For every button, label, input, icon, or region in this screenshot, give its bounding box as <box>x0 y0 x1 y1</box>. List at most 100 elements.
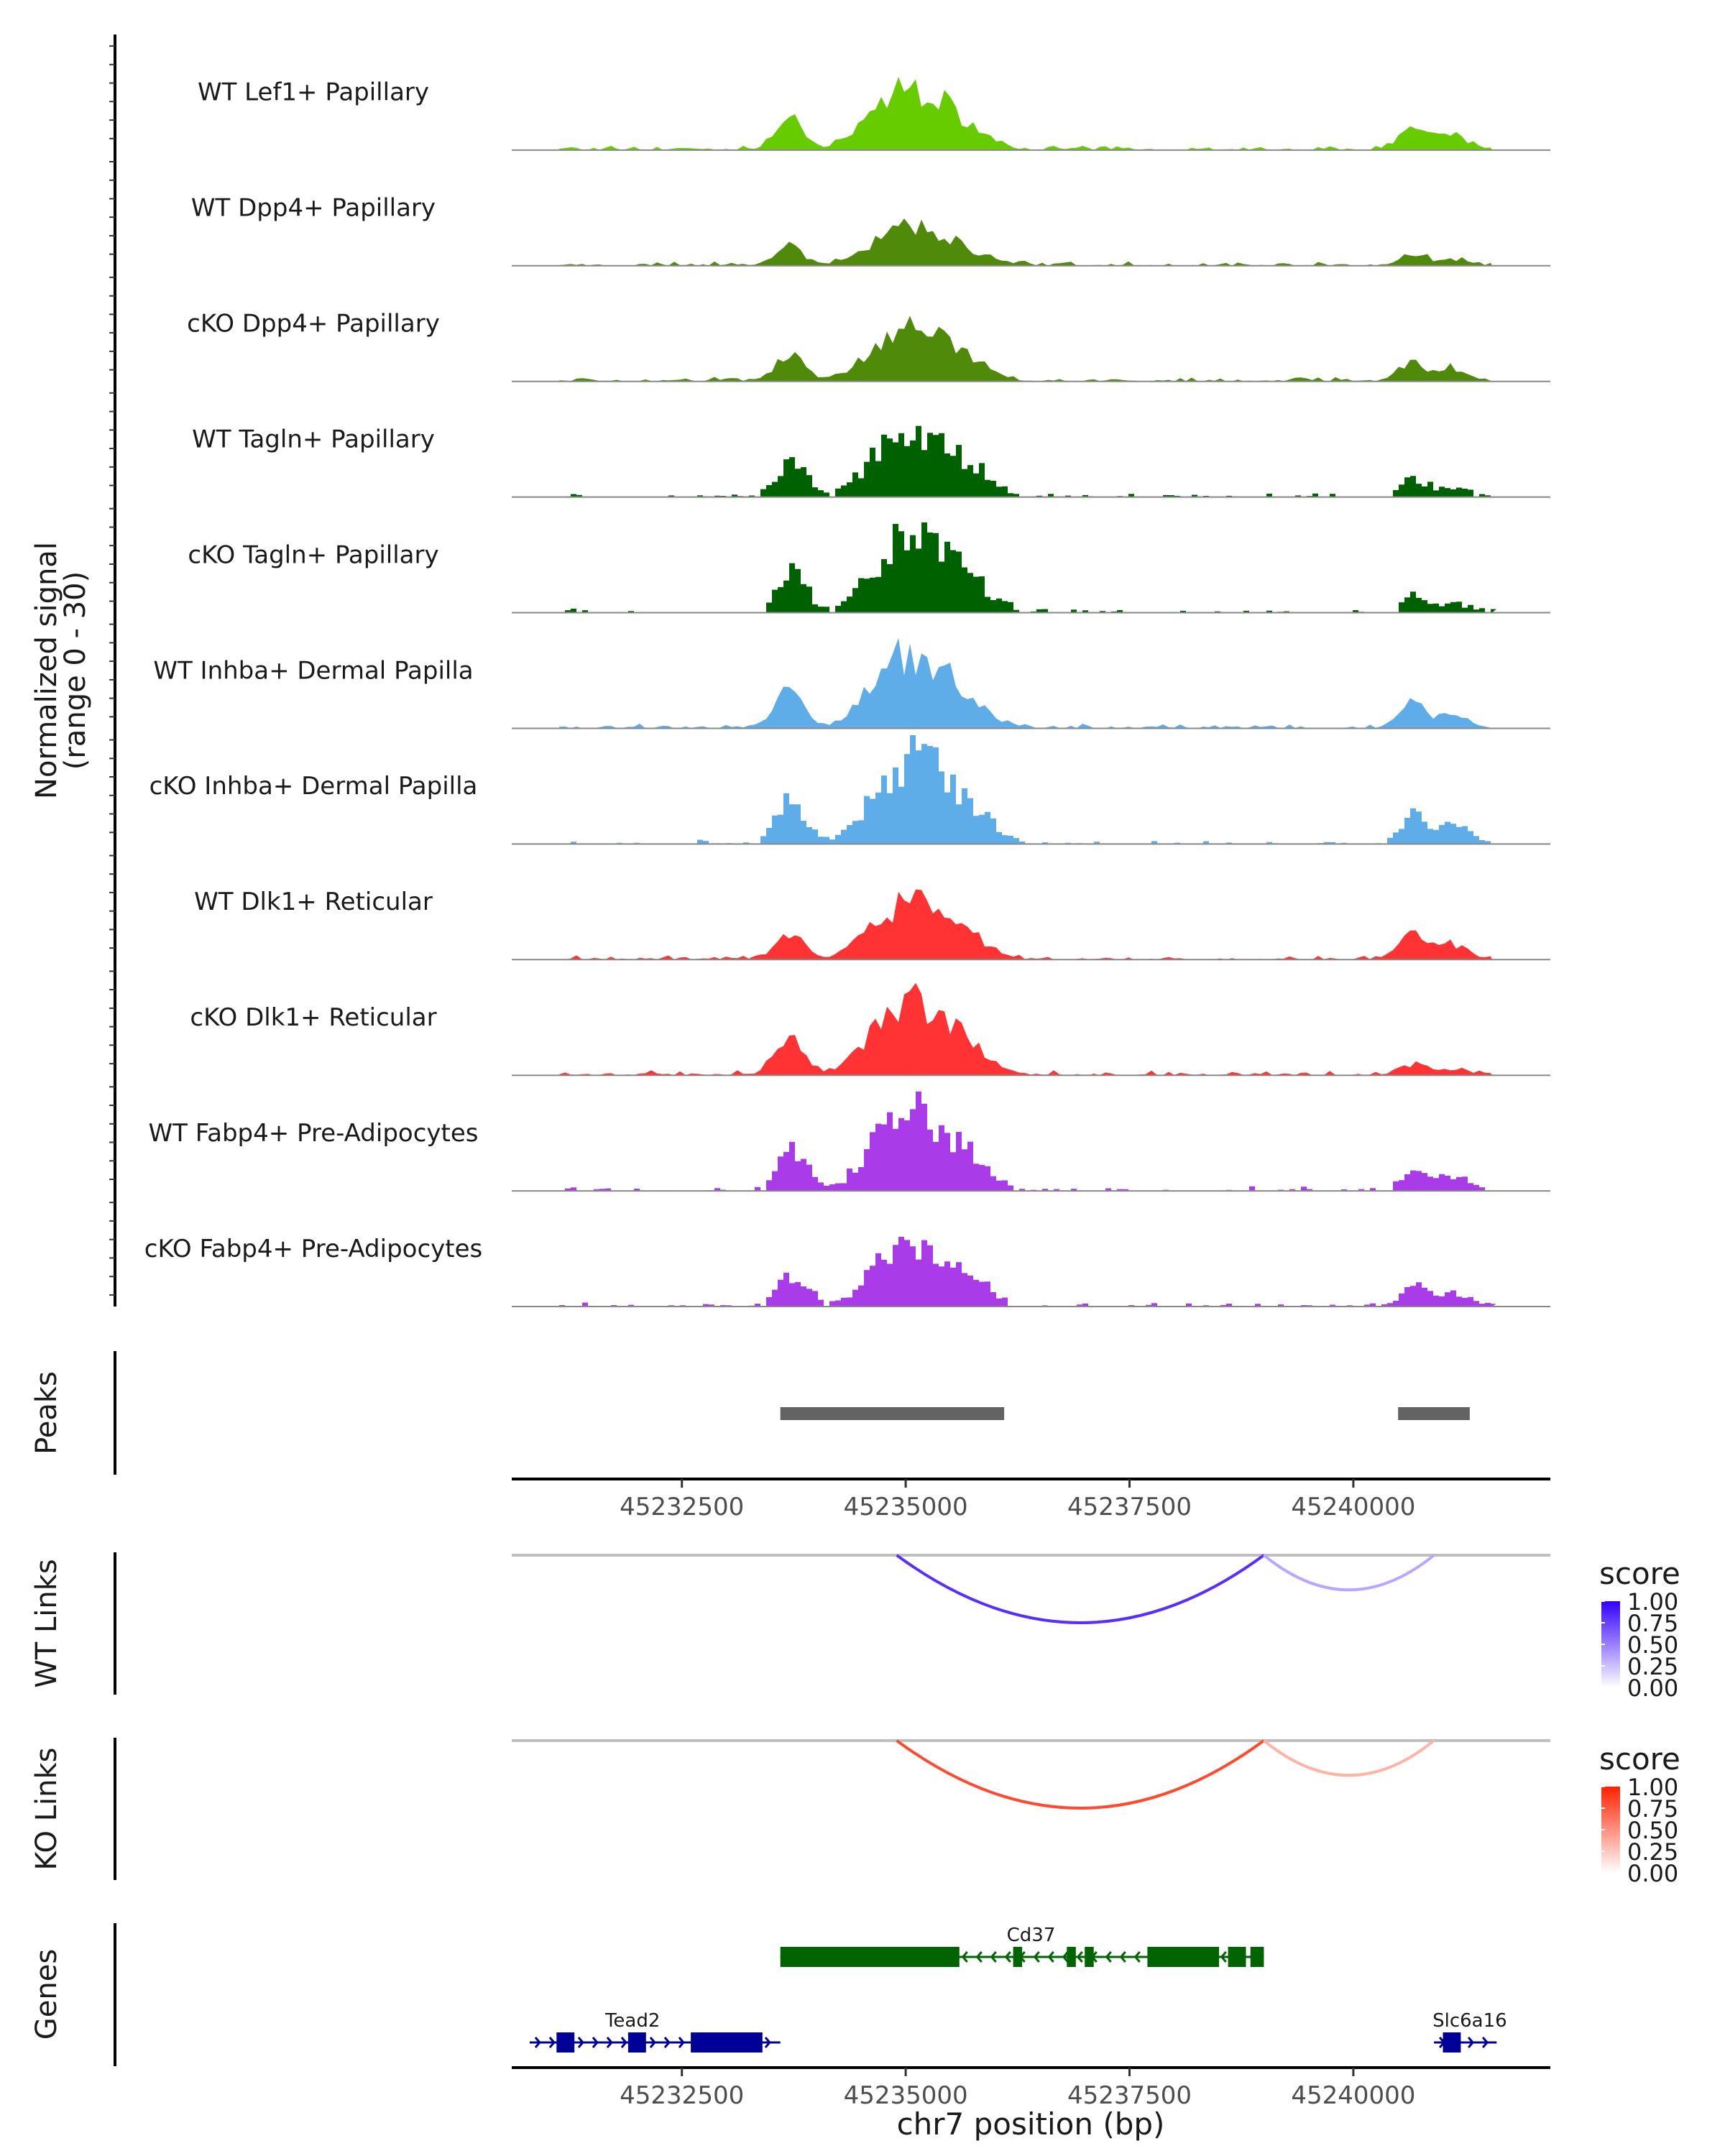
gene-exon <box>1443 2032 1461 2053</box>
strand-arrow <box>548 2037 556 2048</box>
coverage-track: WT Fabp4+ Pre-Adipocytes <box>149 1091 1550 1192</box>
x-tick-label: 45237500 <box>1067 2081 1192 2110</box>
x-tick-label: 45232500 <box>620 1493 744 1521</box>
strand-arrow <box>1047 1951 1054 1963</box>
gene-exon <box>1228 1947 1246 1967</box>
coverage-area <box>559 889 1492 960</box>
strand-arrow <box>1033 1951 1040 1963</box>
coverage-tracks: WT Lef1+ Papillary WT Dpp4+ Papillary cKO … <box>144 77 1550 1307</box>
legend-tick-label: 0.50 <box>1627 1817 1678 1844</box>
peak-interval <box>780 1407 1005 1420</box>
strand-arrow <box>1062 1951 1069 1963</box>
coverage-track: cKO Tagln+ Papillary <box>188 522 1550 614</box>
x-tick-label: 45237500 <box>1067 1493 1192 1521</box>
coverage-area <box>559 982 1492 1076</box>
link-arc <box>1263 1739 1435 1777</box>
genes-track: Cd37 Tead2 Slc6a16 <box>529 1925 1507 2053</box>
x-tick-label: 45235000 <box>844 2081 968 2110</box>
coverage-area <box>559 735 1496 844</box>
coverage-area <box>559 315 1492 382</box>
track-label: WT Dlk1+ Reticular <box>194 888 433 916</box>
track-label: WT Inhba+ Dermal Papilla <box>153 656 473 685</box>
legend-tick-label: 0.25 <box>1627 1838 1678 1866</box>
strand-arrow <box>577 2037 584 2048</box>
track-label: cKO Dpp4+ Papillary <box>187 310 440 338</box>
coverage-area <box>559 522 1496 613</box>
track-label: WT Tagln+ Papillary <box>192 425 435 453</box>
legend-tick-label: 0.50 <box>1627 1631 1678 1659</box>
gene-exon <box>1067 1947 1076 1967</box>
coverage-area <box>559 1237 1496 1307</box>
strand-arrow <box>534 2037 541 2048</box>
gene-exon <box>691 2032 763 2053</box>
y-axis-subtitle: (range 0 - 30) <box>59 571 92 770</box>
track-label: cKO Fabp4+ Pre-Adipocytes <box>144 1235 483 1263</box>
coverage-track: WT Dpp4+ Papillary <box>191 194 1550 267</box>
legend-tick-label: 0.25 <box>1627 1653 1678 1680</box>
coverage-area <box>559 1091 1496 1192</box>
coverage-track: cKO Fabp4+ Pre-Adipocytes <box>144 1235 1550 1307</box>
coverage-track: cKO Dlk1+ Reticular <box>190 982 1550 1077</box>
strand-arrow <box>975 1951 983 1963</box>
strand-arrow <box>990 1951 997 1963</box>
strand-arrow <box>620 2037 627 2048</box>
strand-arrow <box>1220 1951 1227 1963</box>
ko-legend-title: score <box>1599 1741 1680 1777</box>
genes-title: Genes <box>30 1949 63 2040</box>
legend-tick-label: 0.75 <box>1627 1610 1678 1637</box>
gene-label: Tead2 <box>604 2010 660 2032</box>
strand-arrow <box>1119 1951 1126 1963</box>
strand-arrow <box>592 2037 599 2048</box>
x-tick-label: 45240000 <box>1291 1493 1415 1521</box>
gene-exon <box>556 2032 575 2053</box>
legend-tick-label: 0.75 <box>1627 1795 1678 1823</box>
genes-x-ticks: 45232500 45235000 45237500 45240000 <box>620 2068 1415 2110</box>
gene-exon <box>1147 1947 1220 1967</box>
strand-arrow <box>1105 1951 1112 1963</box>
strand-arrow <box>961 1951 968 1963</box>
peaks-x-ticks: 45232500 45235000 45237500 45240000 <box>620 1479 1415 1521</box>
strand-arrow <box>649 2037 656 2048</box>
gene-exon <box>1085 1947 1094 1967</box>
gene-label: Cd37 <box>1007 1925 1056 1946</box>
peaks-title: Peaks <box>30 1371 63 1455</box>
gene-label: Slc6a16 <box>1432 2010 1507 2032</box>
peak-interval <box>1398 1407 1470 1420</box>
x-tick-label: 45232500 <box>620 2081 744 2110</box>
coverage-track: cKO Dpp4+ Papillary <box>187 310 1550 382</box>
coverage-area <box>559 425 1496 497</box>
legend-tick-label: 0.00 <box>1627 1860 1678 1887</box>
link-arc <box>1263 1554 1435 1592</box>
coverage-track: WT Inhba+ Dermal Papilla <box>153 637 1550 729</box>
track-label: cKO Inhba+ Dermal Papilla <box>150 772 478 801</box>
wt-links-track <box>512 1554 1550 1624</box>
gene-exon <box>1250 1947 1264 1967</box>
strand-arrow <box>663 2037 671 2048</box>
gene-cd37: Cd37 <box>780 1925 1264 1967</box>
strand-arrow <box>1076 1951 1083 1963</box>
track-label: WT Lef1+ Papillary <box>198 78 429 107</box>
legend-tick-label: 0.00 <box>1627 1674 1678 1702</box>
strand-arrow <box>606 2037 613 2048</box>
ko-links-title: KO Links <box>30 1748 63 1871</box>
ko-links-legend: score 1.000.750.500.250.00 <box>1599 1741 1680 1887</box>
ko-links-track <box>512 1739 1550 1810</box>
coverage-track: WT Tagln+ Papillary <box>192 425 1550 498</box>
coverage-track: WT Dlk1+ Reticular <box>194 888 1550 961</box>
gene-slc6a16: Slc6a16 <box>1432 2010 1507 2053</box>
x-axis-title: chr7 position (bp) <box>897 2106 1165 2142</box>
coverage-track: WT Lef1+ Papillary <box>198 77 1550 151</box>
link-arc <box>896 1739 1265 1810</box>
link-arc <box>896 1554 1265 1624</box>
coverage-y-ticks <box>109 45 115 1296</box>
gene-exon <box>627 2032 646 2053</box>
gene-exon <box>1013 1947 1023 1967</box>
strand-arrow <box>1481 2037 1489 2048</box>
gene-tead2: Tead2 <box>529 2010 781 2053</box>
x-tick-label: 45240000 <box>1291 2081 1415 2110</box>
strand-arrow <box>1133 1951 1141 1963</box>
legend-tick-label: 1.00 <box>1627 1588 1678 1616</box>
y-axis-title: Normalized signal <box>30 542 63 799</box>
wt-legend-title: score <box>1599 1556 1680 1591</box>
